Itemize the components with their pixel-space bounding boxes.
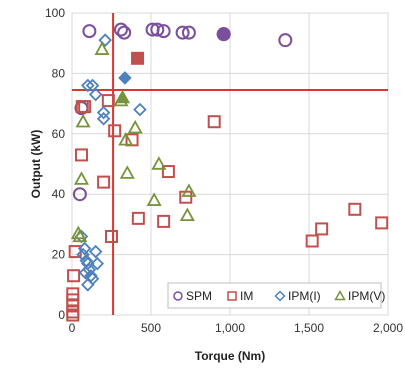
data-point-im (78, 100, 92, 114)
x-tick-label: 1,500 (294, 321, 324, 335)
legend-marker-spm (173, 291, 183, 301)
data-point-ipm-i (81, 78, 95, 93)
data-point-im (67, 269, 81, 283)
data-point-im (348, 202, 362, 216)
data-point-ipm-i (81, 278, 95, 292)
data-point-highlight (131, 51, 145, 65)
y-tick-label: 0 (58, 308, 65, 322)
x-tick-labels: 0 500 1,000 1,500 2,000 (69, 321, 404, 335)
legend-marker-ipm-v (334, 289, 346, 301)
data-point-ipm-i (96, 111, 111, 126)
data-point-im (105, 229, 118, 243)
data-point-im (375, 216, 389, 230)
data-point-ipm-v (146, 192, 162, 206)
y-tick-labels: 0 20 40 60 80 100 (45, 6, 65, 322)
data-point-ipm-i (77, 241, 92, 256)
data-point-im (207, 115, 221, 129)
data-point-im (131, 211, 145, 225)
data-point-ipm-i (133, 102, 147, 117)
data-point-ipm-v (73, 171, 90, 185)
data-point-ipm-v (94, 41, 110, 55)
data-point-spm (113, 22, 128, 37)
data-point-ipm-i (90, 256, 105, 271)
data-point-spm (278, 33, 293, 48)
data-point-ipm-i (78, 265, 93, 280)
data-point-spm (175, 25, 190, 40)
x-tick-label: 500 (141, 321, 161, 335)
y-tick-label: 60 (52, 127, 66, 141)
data-point-spm (82, 24, 97, 39)
data-point-im (108, 124, 122, 138)
y-axis-title: Output (kW) (29, 130, 43, 199)
x-tick-label: 1,000 (215, 321, 245, 335)
data-point-spm (181, 25, 196, 40)
data-point-ipm-v (75, 113, 91, 128)
data-point-ipm-v (119, 165, 135, 179)
data-point-ipm-v (70, 225, 86, 240)
y-tick-label: 40 (52, 187, 66, 201)
data-point-highlight (216, 27, 231, 42)
data-point-spm (117, 25, 132, 40)
y-tick-label: 100 (45, 6, 65, 20)
legend-label: IPM(I) (288, 289, 321, 303)
legend-label: IPM(V) (348, 289, 385, 303)
x-axis-title: Torque (Nm) (195, 349, 265, 363)
data-point-im (74, 148, 88, 162)
data-point-ipm-v (118, 131, 134, 146)
data-point-ipm-i (96, 105, 111, 120)
y-tick-label: 20 (52, 248, 66, 262)
data-point-ipm-i (88, 244, 103, 259)
data-point-im (305, 234, 319, 248)
legend-marker-im (227, 291, 237, 301)
legend-box (167, 282, 382, 309)
data-point-ipm-i (98, 33, 112, 47)
legend-label: IM (240, 289, 253, 303)
data-point-im (161, 165, 175, 179)
data-point-im (315, 222, 329, 236)
data-point-spm (156, 24, 171, 39)
data-point-ipm-v (127, 119, 143, 134)
legend: SPM IM IPM(I) IPM(V) (167, 282, 385, 309)
y-tick-label: 80 (52, 66, 66, 80)
data-point-im (97, 175, 111, 189)
legend-label: SPM (186, 289, 212, 303)
data-point-ipm-v (151, 156, 167, 170)
data-point-spm (150, 22, 165, 37)
x-tick-label: 2,000 (373, 321, 403, 335)
data-point-highlight (118, 71, 132, 85)
data-point-ipm-v (181, 183, 197, 197)
data-point-highlight (115, 89, 131, 104)
data-point-ipm-i (88, 87, 103, 102)
data-point-im (101, 94, 115, 108)
grid (71, 12, 389, 316)
legend-marker-ipm-i (274, 290, 286, 302)
data-point-ipm-v (179, 207, 195, 222)
data-point-im (66, 308, 80, 322)
x-tick-label: 0 (69, 321, 76, 335)
data-points (66, 22, 389, 322)
reference-lines (72, 13, 388, 315)
data-point-im (157, 214, 171, 228)
data-point-spm (72, 187, 87, 202)
